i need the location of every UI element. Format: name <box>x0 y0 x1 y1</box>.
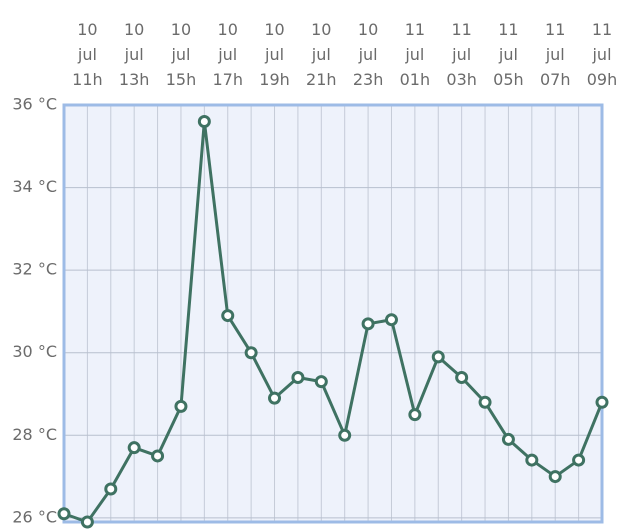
point <box>57 507 71 521</box>
x-tick-label-line: 15h <box>166 70 197 89</box>
point <box>595 395 609 409</box>
x-tick-label-line: jul <box>124 45 144 64</box>
x-tick-label-line: 05h <box>493 70 524 89</box>
x-tick-label-line: 10 <box>358 20 378 39</box>
x-tick-label: 11 jul 05h <box>493 20 524 89</box>
x-tick-label-line: 13h <box>119 70 150 89</box>
x-tick-label-line: jul <box>451 45 471 64</box>
x-tick-label-line: jul <box>217 45 237 64</box>
x-tick-label: 10 jul 19h <box>259 20 290 89</box>
point <box>268 391 282 405</box>
point <box>174 399 188 413</box>
x-tick-label: 11 jul 07h <box>540 20 571 89</box>
x-tick-label-line: 09h <box>587 70 618 89</box>
x-tick-label-line: 11 <box>498 20 518 39</box>
x-tick-label-line: jul <box>498 45 518 64</box>
point <box>455 370 469 384</box>
x-tick-label: 10 jul 21h <box>306 20 337 89</box>
x-tick-label-line: jul <box>591 45 611 64</box>
point <box>384 313 398 327</box>
x-tick-label-line: jul <box>545 45 565 64</box>
point <box>478 395 492 409</box>
x-tick-label-line: 10 <box>77 20 97 39</box>
x-tick-label-line: jul <box>170 45 190 64</box>
x-tick-label-line: 17h <box>212 70 243 89</box>
y-tick-label: 32 °C <box>12 260 57 279</box>
x-tick-label-line: 23h <box>353 70 384 89</box>
point <box>314 375 328 389</box>
x-tick-label-line: jul <box>77 45 97 64</box>
y-tick-label: 30 °C <box>12 342 57 361</box>
x-tick-label-line: 01h <box>400 70 431 89</box>
x-tick-label-line: jul <box>404 45 424 64</box>
x-tick-label-line: 10 <box>311 20 331 39</box>
x-tick-label-line: jul <box>264 45 284 64</box>
point <box>197 115 211 129</box>
x-tick-label-line: 21h <box>306 70 337 89</box>
x-tick-label: 10 jul 13h <box>119 20 150 89</box>
point <box>80 515 94 529</box>
y-tick-label: 28 °C <box>12 425 57 444</box>
x-tick-label: 10 jul 23h <box>353 20 384 89</box>
x-tick-label: 11 jul 09h <box>587 20 618 89</box>
x-tick-label: 11 jul 03h <box>446 20 477 89</box>
point <box>291 370 305 384</box>
x-tick-label-line: 11h <box>72 70 103 89</box>
point <box>501 432 515 446</box>
x-tick-label-line: jul <box>311 45 331 64</box>
point <box>221 309 235 323</box>
x-tick-label-line: 11 <box>405 20 425 39</box>
point <box>338 428 352 442</box>
point <box>244 346 258 360</box>
x-tick-label-line: 11 <box>451 20 471 39</box>
point <box>104 482 118 496</box>
y-tick-label: 36 °C <box>12 95 57 114</box>
x-tick-label: 10 jul 15h <box>166 20 197 89</box>
x-tick-label-line: 19h <box>259 70 290 89</box>
plot-border <box>62 103 604 524</box>
point <box>127 441 141 455</box>
x-tick-label-line: 10 <box>124 20 144 39</box>
x-tick-label-line: 11 <box>592 20 612 39</box>
point <box>525 453 539 467</box>
x-tick-label-line: 10 <box>218 20 238 39</box>
point <box>361 317 375 331</box>
point <box>408 408 422 422</box>
point <box>151 449 165 463</box>
x-tick-label-line: 11 <box>545 20 565 39</box>
point <box>572 453 586 467</box>
x-tick-label: 10 jul 11h <box>72 20 103 89</box>
y-tick-label: 26 °C <box>12 507 57 526</box>
y-tick-label: 34 °C <box>12 177 57 196</box>
x-tick-label: 10 jul 17h <box>212 20 243 89</box>
x-tick-label: 11 jul 01h <box>400 20 431 89</box>
x-tick-label-line: 10 <box>264 20 284 39</box>
point <box>431 350 445 364</box>
x-tick-label-line: jul <box>358 45 378 64</box>
point <box>548 470 562 484</box>
x-tick-label-line: 03h <box>446 70 477 89</box>
x-tick-label-line: 10 <box>171 20 191 39</box>
plot-area <box>64 105 602 522</box>
x-tick-label-line: 07h <box>540 70 571 89</box>
